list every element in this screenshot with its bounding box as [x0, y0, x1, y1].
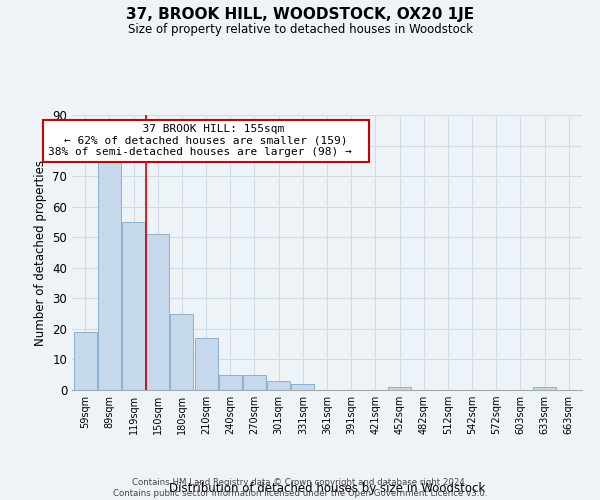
- Bar: [122, 222, 145, 390]
- Text: Distribution of detached houses by size in Woodstock: Distribution of detached houses by size …: [169, 482, 485, 495]
- Text: 37, BROOK HILL, WOODSTOCK, OX20 1JE: 37, BROOK HILL, WOODSTOCK, OX20 1JE: [126, 8, 474, 22]
- Text: Size of property relative to detached houses in Woodstock: Size of property relative to detached ho…: [128, 22, 473, 36]
- Bar: [388, 387, 411, 390]
- Bar: [243, 374, 266, 390]
- Bar: [194, 338, 218, 390]
- Bar: [533, 387, 556, 390]
- Text: 37 BROOK HILL: 155sqm
← 62% of detached houses are smaller (159)
38% of semi-det: 37 BROOK HILL: 155sqm ← 62% of detached …: [47, 124, 365, 158]
- Bar: [292, 384, 314, 390]
- Bar: [146, 234, 169, 390]
- Bar: [267, 381, 290, 390]
- Bar: [98, 161, 121, 390]
- Bar: [219, 374, 242, 390]
- Bar: [74, 332, 97, 390]
- Text: Contains HM Land Registry data © Crown copyright and database right 2024.
Contai: Contains HM Land Registry data © Crown c…: [113, 478, 487, 498]
- Y-axis label: Number of detached properties: Number of detached properties: [34, 160, 47, 346]
- Bar: [170, 314, 193, 390]
